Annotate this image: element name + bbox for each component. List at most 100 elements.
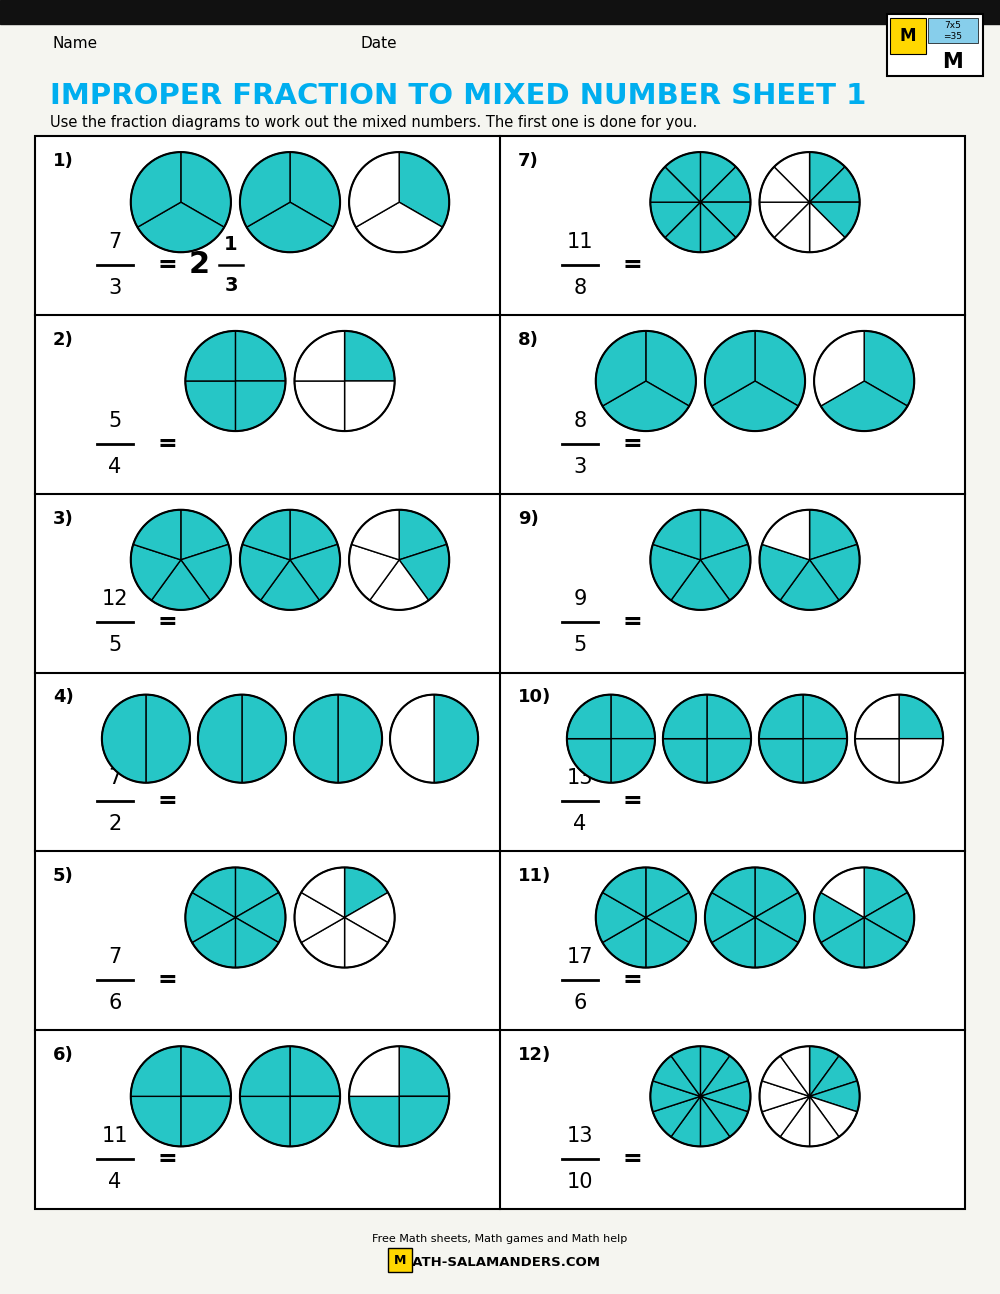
Text: 5: 5 bbox=[108, 635, 122, 656]
Wedge shape bbox=[390, 695, 434, 783]
Wedge shape bbox=[345, 917, 388, 968]
Wedge shape bbox=[242, 510, 290, 560]
Wedge shape bbox=[759, 739, 803, 783]
Wedge shape bbox=[240, 153, 290, 228]
Wedge shape bbox=[247, 202, 333, 252]
Wedge shape bbox=[671, 1096, 700, 1146]
Text: 9): 9) bbox=[518, 510, 539, 528]
Wedge shape bbox=[864, 917, 908, 968]
Wedge shape bbox=[399, 510, 447, 560]
Wedge shape bbox=[663, 695, 707, 739]
Wedge shape bbox=[755, 893, 805, 942]
Text: 3: 3 bbox=[108, 278, 122, 298]
Wedge shape bbox=[759, 695, 803, 739]
Wedge shape bbox=[810, 545, 860, 600]
Wedge shape bbox=[345, 331, 395, 380]
Bar bbox=[887, 14, 983, 76]
Text: 8: 8 bbox=[573, 278, 587, 298]
Wedge shape bbox=[755, 917, 798, 968]
Wedge shape bbox=[399, 1047, 449, 1096]
Text: 17: 17 bbox=[567, 947, 593, 967]
Wedge shape bbox=[301, 867, 345, 917]
Wedge shape bbox=[131, 545, 181, 600]
Wedge shape bbox=[602, 380, 689, 431]
Wedge shape bbox=[181, 1096, 231, 1146]
Wedge shape bbox=[700, 1080, 750, 1112]
Wedge shape bbox=[665, 153, 700, 202]
Wedge shape bbox=[181, 153, 231, 228]
Text: =: = bbox=[622, 968, 642, 992]
Text: 3): 3) bbox=[53, 510, 74, 528]
Text: M: M bbox=[943, 52, 963, 72]
Text: 6): 6) bbox=[53, 1046, 74, 1064]
Wedge shape bbox=[755, 331, 805, 406]
Wedge shape bbox=[235, 380, 285, 431]
Wedge shape bbox=[700, 510, 748, 560]
Text: M: M bbox=[394, 1254, 406, 1267]
Text: Name: Name bbox=[52, 36, 97, 52]
Bar bbox=[890, 18, 926, 54]
Wedge shape bbox=[602, 867, 646, 917]
Wedge shape bbox=[596, 893, 646, 942]
Text: =: = bbox=[622, 432, 642, 455]
Text: MATH-SALAMANDERS.COM: MATH-SALAMANDERS.COM bbox=[400, 1255, 600, 1268]
Wedge shape bbox=[181, 545, 231, 600]
Wedge shape bbox=[700, 202, 736, 252]
Text: 6: 6 bbox=[108, 992, 122, 1013]
Wedge shape bbox=[780, 1096, 810, 1146]
Wedge shape bbox=[810, 510, 857, 560]
Text: 4: 4 bbox=[108, 1172, 122, 1192]
Text: 1: 1 bbox=[224, 234, 238, 254]
Wedge shape bbox=[290, 1096, 340, 1146]
Wedge shape bbox=[399, 545, 449, 600]
Text: IMPROPER FRACTION TO MIXED NUMBER SHEET 1: IMPROPER FRACTION TO MIXED NUMBER SHEET … bbox=[50, 82, 866, 110]
Wedge shape bbox=[705, 331, 755, 406]
Wedge shape bbox=[345, 867, 388, 917]
Wedge shape bbox=[760, 545, 810, 600]
Wedge shape bbox=[803, 695, 847, 739]
Wedge shape bbox=[235, 331, 285, 380]
Wedge shape bbox=[240, 1096, 290, 1146]
Wedge shape bbox=[185, 380, 235, 431]
Wedge shape bbox=[240, 545, 290, 600]
Wedge shape bbox=[235, 867, 279, 917]
Wedge shape bbox=[133, 510, 181, 560]
Wedge shape bbox=[755, 867, 798, 917]
Wedge shape bbox=[810, 167, 860, 202]
Wedge shape bbox=[294, 695, 338, 783]
Wedge shape bbox=[370, 560, 429, 609]
Wedge shape bbox=[611, 695, 655, 739]
Wedge shape bbox=[261, 560, 319, 609]
Wedge shape bbox=[855, 695, 899, 739]
Text: =: = bbox=[157, 789, 177, 813]
Wedge shape bbox=[707, 695, 751, 739]
Text: M: M bbox=[900, 27, 916, 45]
Text: 7): 7) bbox=[518, 151, 539, 170]
Wedge shape bbox=[181, 510, 228, 560]
Text: 1): 1) bbox=[53, 151, 74, 170]
Wedge shape bbox=[192, 917, 235, 968]
Wedge shape bbox=[352, 510, 399, 560]
Wedge shape bbox=[399, 1096, 449, 1146]
Text: 13: 13 bbox=[567, 769, 593, 788]
Wedge shape bbox=[864, 331, 914, 406]
Text: 5): 5) bbox=[53, 867, 74, 885]
Wedge shape bbox=[290, 153, 340, 228]
Wedge shape bbox=[700, 202, 750, 238]
Wedge shape bbox=[567, 695, 611, 739]
Text: 10): 10) bbox=[518, 688, 551, 707]
Text: =: = bbox=[157, 252, 177, 277]
Wedge shape bbox=[646, 893, 696, 942]
Wedge shape bbox=[653, 510, 700, 560]
Wedge shape bbox=[650, 167, 700, 202]
Bar bbox=[928, 18, 978, 43]
Wedge shape bbox=[290, 510, 338, 560]
Wedge shape bbox=[810, 1096, 857, 1137]
Text: =: = bbox=[157, 611, 177, 634]
Wedge shape bbox=[345, 380, 395, 431]
Wedge shape bbox=[349, 1096, 399, 1146]
Wedge shape bbox=[821, 917, 864, 968]
Wedge shape bbox=[705, 893, 755, 942]
Text: 8): 8) bbox=[518, 331, 539, 349]
Wedge shape bbox=[760, 167, 810, 202]
